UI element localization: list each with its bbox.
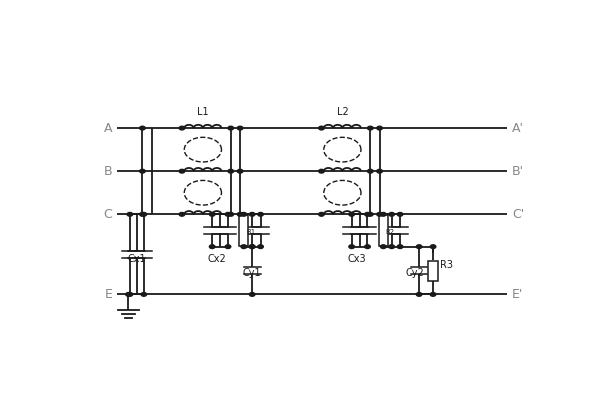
Circle shape <box>367 212 373 216</box>
Circle shape <box>397 245 403 248</box>
Circle shape <box>377 126 382 130</box>
Circle shape <box>241 245 247 248</box>
Circle shape <box>127 212 133 216</box>
Circle shape <box>416 245 422 248</box>
Text: Cx1: Cx1 <box>128 254 146 264</box>
Circle shape <box>141 212 146 216</box>
Text: L1: L1 <box>197 107 209 117</box>
Circle shape <box>319 169 324 173</box>
Circle shape <box>125 292 131 296</box>
Circle shape <box>250 292 255 296</box>
Circle shape <box>389 212 394 216</box>
Circle shape <box>237 212 243 216</box>
Circle shape <box>349 212 355 216</box>
Circle shape <box>228 126 233 130</box>
Circle shape <box>179 169 185 173</box>
Text: Cx3: Cx3 <box>347 254 365 264</box>
Text: B': B' <box>512 165 524 178</box>
Circle shape <box>250 245 255 248</box>
Circle shape <box>365 245 370 248</box>
Circle shape <box>397 212 403 216</box>
Text: R3: R3 <box>440 260 453 270</box>
Text: R2: R2 <box>386 229 395 235</box>
Text: Cy2: Cy2 <box>405 268 424 278</box>
Text: A: A <box>104 122 112 134</box>
Circle shape <box>389 245 394 248</box>
Circle shape <box>140 126 145 130</box>
Circle shape <box>228 169 233 173</box>
Circle shape <box>258 245 263 248</box>
Circle shape <box>179 212 185 216</box>
Circle shape <box>140 212 145 216</box>
Circle shape <box>380 212 386 216</box>
Circle shape <box>430 245 436 248</box>
Circle shape <box>225 245 231 248</box>
Circle shape <box>250 245 255 248</box>
Text: Cy1: Cy1 <box>243 268 262 278</box>
Circle shape <box>127 292 133 296</box>
Circle shape <box>349 245 355 248</box>
Circle shape <box>430 292 436 296</box>
Circle shape <box>319 126 324 130</box>
Circle shape <box>225 212 231 216</box>
Circle shape <box>209 212 215 216</box>
Text: E': E' <box>512 288 523 301</box>
Circle shape <box>319 212 324 216</box>
Circle shape <box>380 245 386 248</box>
Text: E: E <box>104 288 112 301</box>
Text: C: C <box>103 208 112 221</box>
Text: Cx2: Cx2 <box>208 254 226 264</box>
Circle shape <box>365 212 370 216</box>
Circle shape <box>228 212 233 216</box>
Circle shape <box>140 169 145 173</box>
Circle shape <box>209 245 215 248</box>
Circle shape <box>377 212 382 216</box>
Text: R1: R1 <box>246 229 256 235</box>
Circle shape <box>250 212 255 216</box>
Circle shape <box>416 292 422 296</box>
Circle shape <box>258 212 263 216</box>
Text: B: B <box>104 165 112 178</box>
Bar <box>428 260 438 280</box>
Text: L2: L2 <box>337 107 348 117</box>
Bar <box>379 215 388 246</box>
Text: C': C' <box>512 208 524 221</box>
Circle shape <box>367 126 373 130</box>
Circle shape <box>241 212 247 216</box>
Bar <box>239 215 248 246</box>
Circle shape <box>179 126 185 130</box>
Circle shape <box>377 169 382 173</box>
Circle shape <box>141 292 146 296</box>
Circle shape <box>237 169 243 173</box>
Text: A': A' <box>512 122 524 134</box>
Circle shape <box>367 169 373 173</box>
Circle shape <box>237 126 243 130</box>
